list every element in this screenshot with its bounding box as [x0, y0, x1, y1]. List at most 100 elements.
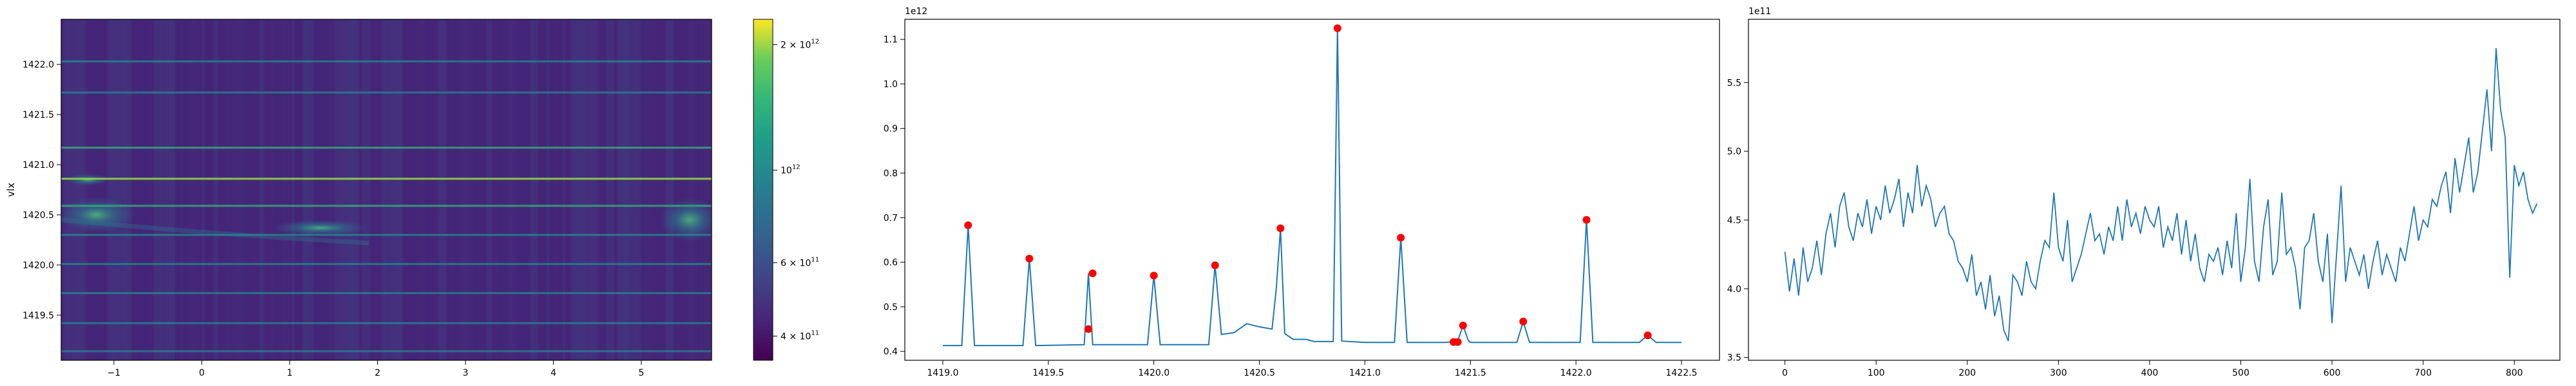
heatmap-band: [167, 19, 170, 360]
heatmap-band: [527, 19, 531, 360]
y-tick-label: 4.5: [1727, 216, 1741, 226]
heatmap-band: [348, 19, 352, 360]
heatmap-bright-row: [61, 205, 712, 207]
heatmap-band: [649, 19, 653, 360]
heatmap-band: [516, 19, 520, 360]
heatmap-band: [400, 19, 403, 360]
x-tick-label: 0: [1782, 368, 1788, 378]
heatmap-band: [245, 19, 249, 360]
heatmap-band: [616, 19, 620, 360]
colorbar: 4 × 1011 6 × 1011 1012 2 × 1012: [753, 19, 819, 361]
heatmap-band: [356, 19, 360, 360]
x-tick-label: 200: [1958, 368, 1976, 378]
heatmap-band: [351, 19, 355, 360]
heatmap-band: [383, 19, 387, 360]
heatmap-band: [584, 19, 588, 360]
heatmap-band: [486, 19, 490, 360]
heatmap-band: [549, 19, 553, 360]
colorbar-gradient: [753, 19, 773, 361]
peak-marker: [1459, 321, 1467, 329]
heatmap-band: [213, 19, 216, 360]
heatmap-band: [432, 19, 436, 360]
heatmap-band: [573, 19, 577, 360]
heatmap-band: [394, 19, 398, 360]
heatmap-x-tick-label: 5: [638, 368, 644, 378]
heatmap-band: [82, 19, 86, 360]
heatmap-band: [397, 19, 401, 360]
colorbar-ticks: 4 × 1011 6 × 1011 1012 2 × 1012: [773, 38, 819, 342]
heatmap-band: [430, 19, 433, 360]
heatmap-band: [153, 19, 156, 360]
heatmap-band: [185, 19, 189, 360]
heatmap-band: [359, 19, 363, 360]
heatmap-band: [267, 19, 270, 360]
heatmap-band: [109, 19, 113, 360]
heatmap-band: [481, 19, 485, 360]
heatmap-y-tick-label: 1422.0: [23, 60, 54, 70]
heatmap-band: [595, 19, 598, 360]
y-tick-label: 1.1: [884, 35, 898, 45]
heatmap-band: [443, 19, 447, 360]
heatmap-band: [337, 19, 341, 360]
heatmap-band: [291, 19, 295, 360]
heatmap-band: [259, 19, 263, 360]
heatmap-band: [703, 19, 706, 360]
heatmap-bright-row: [61, 146, 712, 149]
heatmap-band: [253, 19, 257, 360]
heatmap-band: [283, 19, 287, 360]
heatmap-band: [365, 19, 368, 360]
heatmap-band: [372, 19, 376, 360]
x-tick-label: 1419.5: [1032, 368, 1064, 378]
heatmap-band: [80, 19, 84, 360]
heatmap-band: [367, 19, 371, 360]
heatmap-band: [77, 19, 81, 360]
heatmap-band: [169, 19, 173, 360]
heatmap-band: [147, 19, 151, 360]
heatmap-band: [647, 19, 650, 360]
heatmap-band: [156, 19, 160, 360]
heatmap-frame: [61, 19, 712, 361]
heatmap-x-tick-label: 1: [287, 368, 292, 378]
heatmap-band: [218, 19, 222, 360]
heatmap-band: [354, 19, 357, 360]
heatmap-band: [120, 19, 124, 360]
heatmap-band: [131, 19, 135, 360]
heatmap-band: [600, 19, 604, 360]
heatmap-band: [670, 19, 674, 360]
heatmap-band: [437, 19, 441, 360]
heatmap-band: [636, 19, 639, 360]
timeseries-offset-text: 1e11: [1748, 6, 1771, 17]
heatmap-band: [535, 19, 539, 360]
heatmap-band: [85, 19, 89, 360]
spectrum-frame: [904, 19, 1720, 361]
heatmap-band: [500, 19, 504, 360]
heatmap-bright-row: [61, 91, 712, 94]
heatmap-band: [657, 19, 661, 360]
heatmap-band: [310, 19, 314, 360]
heatmap-band: [638, 19, 642, 360]
spectrum-x-ticks: 1419.0 1419.5 1420.0 1420.5 1421.0 1421.5 1422…: [927, 360, 1698, 378]
heatmap-x-tick-label: 3: [462, 368, 468, 378]
heatmap-band: [142, 19, 146, 360]
heatmap-band: [598, 19, 601, 360]
heatmap-band: [546, 19, 550, 360]
heatmap-band: [419, 19, 422, 360]
heatmap-band: [708, 19, 712, 360]
heatmap-bright-row: [61, 60, 712, 63]
heatmap-band: [478, 19, 482, 360]
heatmap-band: [335, 19, 338, 360]
heatmap-x-tick-label: −1: [108, 368, 121, 378]
y-tick-label: 0.7: [884, 213, 898, 223]
heatmap-y-tick-label: 1420.0: [23, 261, 54, 271]
heatmap-bright-row: [61, 178, 712, 180]
heatmap-band: [524, 19, 528, 360]
x-tick-label: 1422.0: [1560, 368, 1592, 378]
heatmap-band: [375, 19, 379, 360]
heatmap-band: [99, 19, 102, 360]
x-tick-label: 1421.0: [1349, 368, 1381, 378]
heatmap-band: [158, 19, 162, 360]
heatmap-band: [305, 19, 308, 360]
heatmap-band: [565, 19, 569, 360]
heatmap-band: [497, 19, 501, 360]
heatmap-band: [652, 19, 656, 360]
